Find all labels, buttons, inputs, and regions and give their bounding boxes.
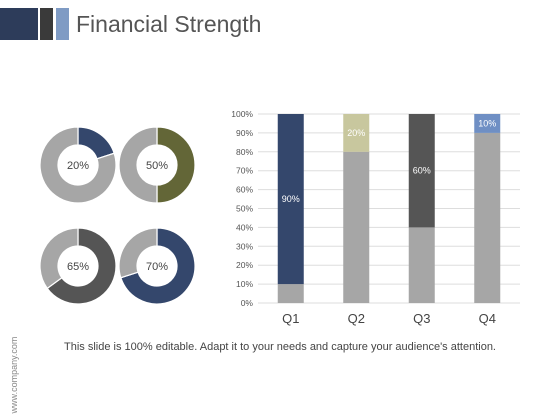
bar-q4-value-label: 10% — [478, 118, 496, 128]
bar-x-label-q1: Q1 — [282, 311, 299, 326]
header-block-2 — [40, 8, 53, 40]
bar-q1-value-label: 90% — [282, 194, 300, 204]
bar-q4-segment-1 — [474, 132, 501, 303]
bar-x-label-q3: Q3 — [413, 311, 430, 326]
bar-y-tick-1: 10% — [236, 279, 253, 289]
bar-x-label-q4: Q4 — [479, 311, 496, 326]
bar-y-tick-4: 40% — [236, 222, 253, 232]
bar-q1-segment-1 — [277, 284, 304, 303]
slide-title: Financial Strength — [76, 11, 262, 37]
donut-2-label: 50% — [146, 160, 168, 172]
bar-y-tick-9: 90% — [236, 128, 253, 138]
bar-q3-segment-2 — [408, 114, 435, 228]
header-block-1 — [0, 8, 38, 40]
bar-y-tick-2: 20% — [236, 260, 253, 270]
donut-2-slice-1 — [156, 126, 196, 204]
bar-q3-segment-1 — [408, 227, 435, 303]
bar-y-tick-0: 0% — [241, 298, 254, 308]
bar-q4-segment-2 — [474, 114, 501, 133]
bar-y-tick-10: 100% — [231, 109, 253, 119]
slide-caption: This slide is 100% editable. Adapt it to… — [64, 341, 496, 353]
donut-3-label: 65% — [67, 261, 89, 273]
donut-4-slice-2 — [118, 227, 158, 279]
chart-area: 20% 50% 65% 70% 0% 10% 20% 30% 40% 50% 60% 70% 80% 90… — [39, 109, 520, 326]
bar-y-tick-5: 50% — [236, 204, 253, 214]
bar-q3-value-label: 60% — [413, 166, 431, 176]
bar-q2-segment-2 — [343, 114, 370, 152]
bar-x-label-q2: Q2 — [348, 311, 365, 326]
donut-4-label: 70% — [146, 261, 168, 273]
donut-3-slice-1 — [46, 227, 117, 305]
donut-2-slice-2 — [118, 126, 158, 204]
bar-y-tick-7: 70% — [236, 166, 253, 176]
bar-q2-segment-1 — [343, 151, 370, 303]
bar-q1-segment-2 — [277, 114, 304, 285]
donut-3-slice-2 — [39, 227, 79, 290]
donut-1-label: 20% — [67, 160, 89, 172]
bar-y-tick-6: 60% — [236, 185, 253, 195]
donut-1-slice-1 — [77, 126, 115, 160]
bar-q2-value-label: 20% — [347, 128, 365, 138]
bar-y-tick-3: 30% — [236, 241, 253, 251]
bar-y-tick-8: 80% — [236, 147, 253, 157]
header-block-3 — [56, 8, 69, 40]
donut-1-slice-2 — [39, 126, 117, 204]
watermark: www.company.com — [9, 336, 19, 414]
donut-4-slice-1 — [120, 227, 196, 305]
